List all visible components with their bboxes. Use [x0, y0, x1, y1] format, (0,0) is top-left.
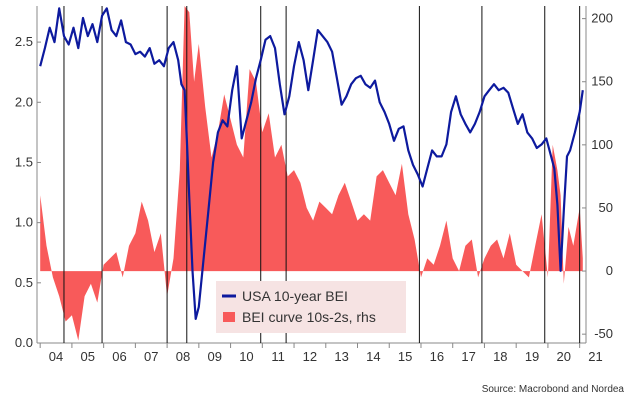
- left-tick-label: 2.0: [15, 94, 33, 109]
- legend: USA 10-year BEI BEI curve 10s-2s, rhs: [216, 281, 406, 333]
- x-tick-label: 14: [366, 349, 380, 364]
- x-tick-label: 17: [461, 349, 475, 364]
- left-tick-label: 1.0: [15, 215, 33, 230]
- left-tick-label: 2.5: [15, 34, 33, 49]
- left-tick-label: 0.5: [15, 275, 33, 290]
- legend-label-bei-curve: BEI curve 10s-2s, rhs: [242, 309, 376, 325]
- x-tick-label: 12: [303, 349, 317, 364]
- x-tick-label: 18: [493, 349, 507, 364]
- x-tick-label: 04: [49, 349, 63, 364]
- vertical-markers: [63, 6, 581, 343]
- x-tick-label: 13: [334, 349, 348, 364]
- x-tick-label: 20: [557, 349, 571, 364]
- legend-swatch-area: [223, 312, 235, 322]
- x-tick-label: 06: [112, 349, 126, 364]
- x-tick-label: 10: [239, 349, 253, 364]
- right-tick-label: 0: [606, 263, 613, 278]
- x-tick-label: 11: [271, 349, 285, 364]
- source-note: Source: Macrobond and Nordea: [482, 384, 625, 395]
- x-tick-label: 15: [398, 349, 412, 364]
- left-tick-label: 1.5: [15, 154, 33, 169]
- x-tick-label: 09: [207, 349, 221, 364]
- x-tick-label: 16: [430, 349, 444, 364]
- right-tick-label: 150: [591, 74, 613, 89]
- x-tick-label: 07: [144, 349, 158, 364]
- legend-background: [216, 281, 406, 333]
- left-y-axis: 0.0 0.5 1.0 1.5 2.0 2.5: [15, 34, 41, 350]
- right-tick-label: 200: [591, 11, 613, 26]
- x-tick-label: 05: [81, 349, 95, 364]
- bei-curve-area: [40, 6, 583, 341]
- right-tick-label: 100: [591, 137, 613, 152]
- x-tick-label: 19: [525, 349, 539, 364]
- bei-curve-area-series: [40, 6, 583, 341]
- left-tick-label: 0.0: [15, 335, 33, 350]
- plot-frame: [36, 6, 587, 344]
- bei-10y-line-series: [39, 7, 584, 320]
- right-tick-label: -50: [594, 326, 613, 341]
- x-tick-label: 21: [588, 349, 602, 364]
- legend-label-bei-10y: USA 10-year BEI: [242, 288, 348, 304]
- right-tick-label: 50: [599, 200, 613, 215]
- bei-10y-line: [39, 7, 584, 320]
- right-y-axis: -50 0 50 100 150 200: [582, 11, 613, 341]
- x-tick-label: 08: [176, 349, 190, 364]
- x-axis: 04 05 06 07 08 09 10 11 12 13 14 15 16 17 18 19 20 21: [39, 343, 603, 364]
